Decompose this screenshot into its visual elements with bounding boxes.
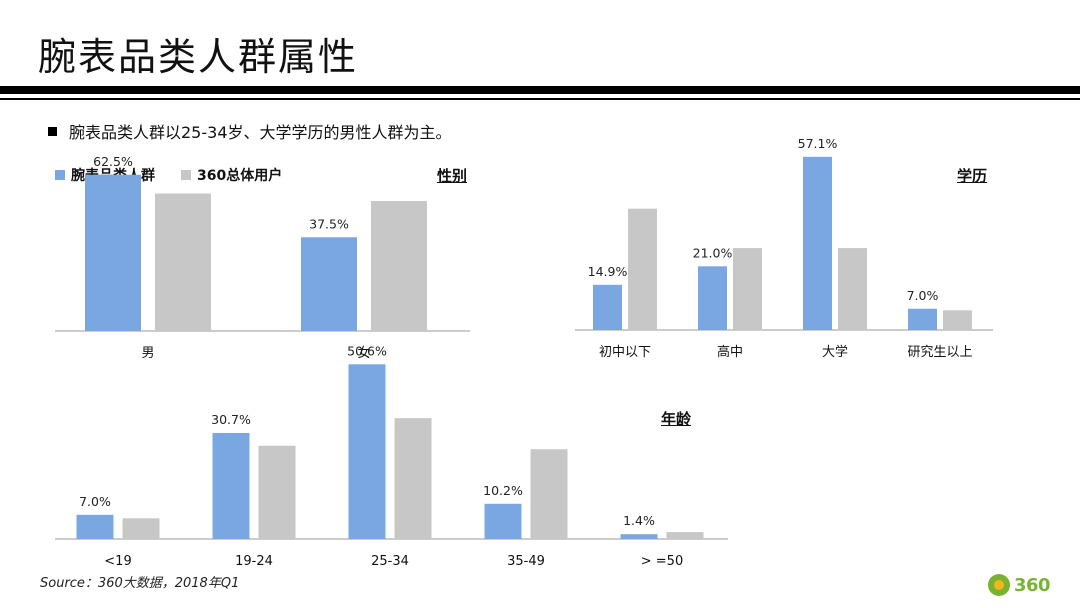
legend-swatch-all [181,170,191,180]
title-rule-thick [0,86,1080,94]
gender-data-label-1: 37.5% [309,216,349,231]
gender-bar-s2-0 [155,193,211,331]
gender-bar-s1-0 [85,174,141,331]
gender-chart-title: 性别 [437,167,468,185]
legend-label-all: 360总体用户 [197,168,283,184]
education-data-label-0: 14.9% [588,264,628,279]
age-bar-s1-1 [212,432,250,539]
gender-tick-label-0: 男 [141,346,154,361]
gender-bar-s2-1 [371,201,427,331]
legend-swatch-watch [55,170,65,180]
gender-bar-s1-1 [301,237,357,331]
legend-item-all: 360总体用户 [181,165,282,185]
education-tick-label-0: 初中以下 [599,345,651,360]
age-bar-s1-3 [484,503,522,539]
education-bar-s1-1 [698,266,727,330]
age-bar-s2-2 [394,418,432,539]
education-chart-title: 学历 [957,167,988,185]
age-tick-label-1: 19-24 [235,554,273,569]
age-tick-label-4: > =50 [641,554,683,569]
gender-data-label-0: 62.5% [93,154,133,169]
age-tick-label-3: 35-49 [507,554,545,569]
age-bar-s1-2 [348,364,386,539]
age-tick-label-0: <19 [104,554,131,569]
age-tick-label-2: 25-34 [371,554,409,569]
age-bar-s2-1 [258,445,296,539]
age-data-label-1: 30.7% [211,412,251,427]
logo-icon [988,574,1010,596]
summary-bullet: 腕表品类人群以25-34岁、大学学历的男性人群为主。 [48,119,452,143]
education-bar-s2-3 [943,310,972,330]
education-bar-s2-2 [838,248,867,330]
age-data-label-3: 10.2% [483,483,523,498]
brand-logo: 360 [988,574,1051,596]
source-note: Source：360大数据，2018年Q1 [40,576,240,591]
education-bar-s1-3 [908,308,937,330]
education-tick-label-2: 大学 [822,344,848,360]
age-bar-s1-4 [620,534,658,539]
education-data-label-1: 21.0% [693,245,733,260]
gender-tick-label-1: 女 [357,345,370,361]
title-rule-thin [0,98,1080,100]
age-bar-s2-4 [666,532,704,539]
education-bar-s1-2 [803,156,832,330]
age-bar-s2-0 [122,518,160,539]
page-title: 腕表品类人群属性 [38,35,359,79]
education-tick-label-3: 研究生以上 [907,345,972,360]
education-bar-s2-1 [733,248,762,330]
education-bar-s1-0 [593,284,622,330]
logo-text: 360 [1014,574,1051,596]
age-data-label-0: 7.0% [79,494,111,509]
age-bar-s1-0 [76,514,114,539]
age-chart-title: 年龄 [661,410,692,428]
education-bar-s2-0 [628,208,657,330]
square-bullet-icon [48,126,57,136]
summary-text: 腕表品类人群以25-34岁、大学学历的男性人群为主。 [69,123,452,142]
education-data-label-3: 7.0% [907,288,939,303]
education-tick-label-1: 高中 [717,344,743,360]
age-bar-s2-3 [530,449,568,539]
age-data-label-4: 1.4% [623,513,655,528]
age-data-label-2: 50.6% [347,343,387,358]
education-data-label-2: 57.1% [798,136,838,151]
